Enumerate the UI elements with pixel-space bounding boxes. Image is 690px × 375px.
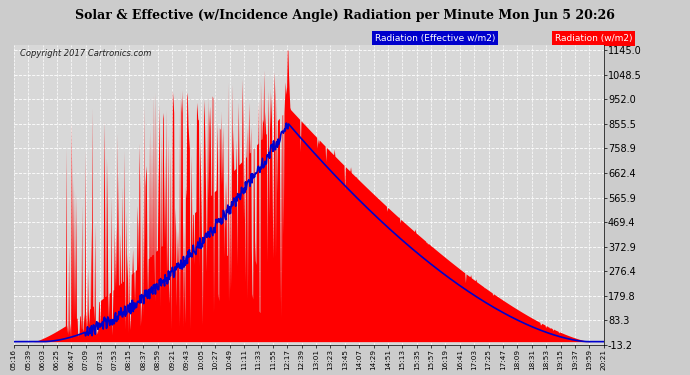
Text: Radiation (w/m2): Radiation (w/m2) bbox=[555, 34, 632, 43]
Text: Copyright 2017 Cartronics.com: Copyright 2017 Cartronics.com bbox=[20, 50, 151, 58]
Text: Solar & Effective (w/Incidence Angle) Radiation per Minute Mon Jun 5 20:26: Solar & Effective (w/Incidence Angle) Ra… bbox=[75, 9, 615, 22]
Text: Radiation (Effective w/m2): Radiation (Effective w/m2) bbox=[375, 34, 495, 43]
